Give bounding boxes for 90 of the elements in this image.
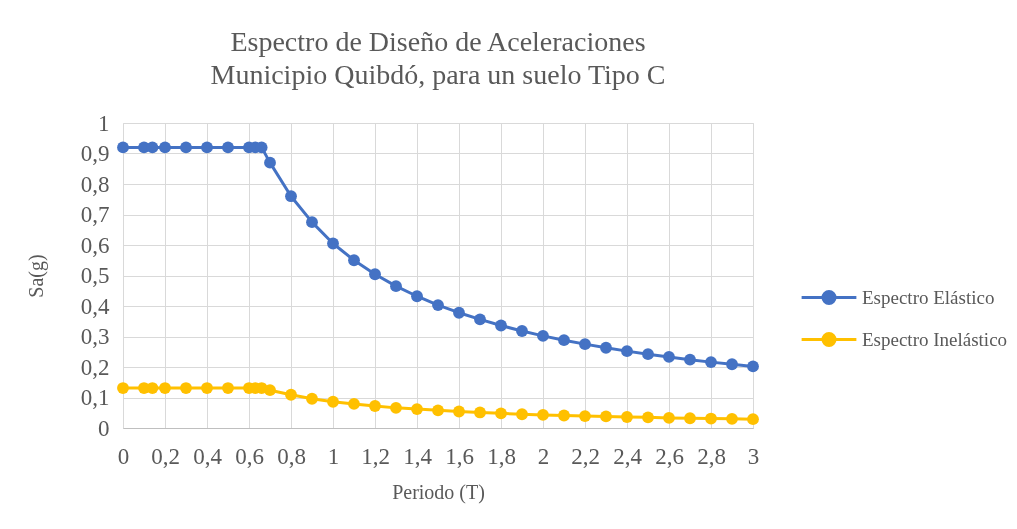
legend-label: Espectro Inelástico xyxy=(862,328,1008,350)
y-tick-label: 0,2 xyxy=(80,354,110,380)
point xyxy=(621,411,633,423)
point xyxy=(222,382,234,394)
point xyxy=(705,412,717,425)
point xyxy=(348,254,360,267)
y-tick-label: 0,8 xyxy=(80,171,110,197)
y-axis-title: Sa(g) xyxy=(24,254,48,298)
x-tick-label: 2,6 xyxy=(655,443,684,469)
point xyxy=(579,410,591,423)
y-tick-label: 0,9 xyxy=(80,141,110,166)
point xyxy=(306,216,318,229)
y-tick-label: 0,5 xyxy=(80,263,110,288)
x-tick-label: 2,4 xyxy=(613,443,643,469)
x-tick-label: 0,6 xyxy=(235,443,264,469)
point xyxy=(264,384,276,397)
point xyxy=(747,413,759,426)
x-axis-title: Periodo (T) xyxy=(392,480,485,504)
point xyxy=(201,382,213,394)
x-tick-label: 1,4 xyxy=(403,443,433,469)
x-tick-label: 2 xyxy=(537,443,550,469)
point xyxy=(159,141,171,154)
y-tick-label: 1 xyxy=(98,110,110,136)
point xyxy=(453,306,465,319)
point xyxy=(432,299,444,311)
x-tick-label: 2,8 xyxy=(697,443,726,469)
y-tick-label: 0,7 xyxy=(80,202,110,227)
y-tick-label: 0,3 xyxy=(80,324,110,349)
x-tick-label: 0,4 xyxy=(193,443,223,469)
point xyxy=(495,407,507,420)
point xyxy=(663,351,675,363)
point xyxy=(726,358,738,371)
point xyxy=(327,237,339,250)
x-tick-label: 0,8 xyxy=(277,443,306,469)
point xyxy=(453,405,465,418)
y-tick-label: 0,4 xyxy=(80,293,110,319)
chart-title: Espectro de Diseño de Aceleraciones Municipio Quibdó, para un suelo Tipo C xyxy=(210,26,666,90)
point xyxy=(684,353,696,366)
x-tick-label: 1 xyxy=(327,443,340,469)
point xyxy=(348,398,360,410)
point xyxy=(180,141,192,154)
x-tick-label: 3 xyxy=(747,443,760,469)
point xyxy=(369,400,381,412)
point xyxy=(516,408,528,421)
x-tick-label: 0,2 xyxy=(151,443,180,469)
point xyxy=(747,360,759,373)
point xyxy=(264,156,276,169)
point xyxy=(390,280,402,293)
point xyxy=(474,406,486,419)
legend-label: Espectro Elástico xyxy=(862,286,995,308)
point xyxy=(579,338,591,351)
x-tick-label: 1,2 xyxy=(361,443,390,469)
point xyxy=(642,411,654,424)
point xyxy=(117,382,129,394)
point xyxy=(726,412,738,425)
point xyxy=(537,408,549,421)
point xyxy=(285,388,297,401)
point xyxy=(390,401,402,414)
y-tick-label: 0,1 xyxy=(80,385,110,410)
point xyxy=(516,325,528,337)
x-tick-label: 1,6 xyxy=(445,443,474,469)
point xyxy=(705,356,717,369)
point xyxy=(495,319,507,332)
point xyxy=(369,268,381,281)
point xyxy=(684,412,696,425)
x-tick-label: 2,2 xyxy=(571,443,600,469)
point xyxy=(306,392,318,405)
point xyxy=(621,345,633,358)
point xyxy=(285,190,297,203)
point xyxy=(537,329,549,342)
point xyxy=(600,410,612,423)
x-tick-label: 0 xyxy=(117,443,130,469)
point xyxy=(663,412,675,424)
y-tick-label: 0 xyxy=(98,415,110,441)
point xyxy=(411,290,423,303)
point xyxy=(411,403,423,415)
point xyxy=(432,404,444,417)
point xyxy=(474,313,486,326)
point xyxy=(327,395,339,408)
point xyxy=(558,334,570,347)
point xyxy=(117,141,129,154)
point xyxy=(180,382,192,394)
x-tick-label: 1,8 xyxy=(487,443,516,469)
point xyxy=(201,141,213,154)
point xyxy=(642,348,654,361)
y-tick-label: 0,6 xyxy=(80,232,110,258)
point xyxy=(558,409,570,422)
point xyxy=(600,341,612,354)
point xyxy=(222,141,234,154)
point xyxy=(159,382,171,394)
